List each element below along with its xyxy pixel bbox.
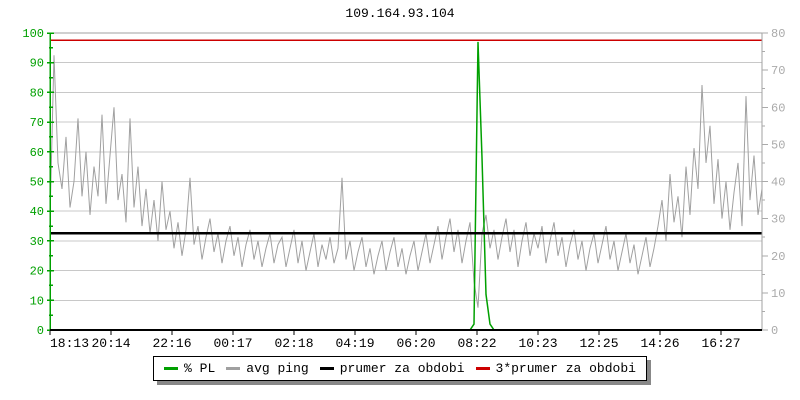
svg-text:00:17: 00:17 [213, 336, 252, 350]
svg-text:40: 40 [771, 176, 785, 190]
chart-canvas: 0 10 20 30 40 50 60 70 80 90 100 0 10 20 30 40 50 60 70 80 1… [22, 27, 785, 350]
svg-text:70: 70 [30, 116, 44, 130]
svg-text:12:25: 12:25 [579, 336, 618, 350]
svg-text:50: 50 [30, 176, 44, 190]
gridlines [50, 62, 762, 301]
svg-text:0: 0 [37, 324, 44, 338]
svg-text:10: 10 [30, 294, 44, 308]
legend-item-threshold: 3*prumer za obdobi [475, 361, 636, 376]
legend-item-pl: % PL [164, 361, 215, 376]
legend-label-average: prumer za obdobi [339, 361, 465, 376]
pl-line-swatch-icon [164, 367, 179, 370]
svg-text:20: 20 [30, 265, 44, 279]
legend-item-average: prumer za obdobi [319, 361, 465, 376]
legend-item-avg-ping: avg ping [226, 361, 309, 376]
svg-text:20: 20 [771, 250, 785, 264]
left-axis: 0 10 20 30 40 50 60 70 80 90 100 [22, 27, 54, 338]
svg-text:30: 30 [771, 213, 785, 227]
svg-text:40: 40 [30, 205, 44, 219]
legend-label-pl: % PL [184, 361, 216, 376]
average-line-swatch-icon [319, 367, 334, 370]
threshold-line-swatch-icon [475, 367, 490, 370]
svg-text:06:20: 06:20 [396, 336, 435, 350]
svg-text:02:18: 02:18 [274, 336, 313, 350]
svg-text:60: 60 [771, 101, 785, 115]
legend-label-avg-ping: avg ping [246, 361, 309, 376]
svg-text:70: 70 [771, 64, 785, 78]
svg-text:30: 30 [30, 235, 44, 249]
legend-box: % PL avg ping prumer za obdobi 3*prumer … [153, 356, 647, 381]
svg-text:08:22: 08:22 [457, 336, 496, 350]
svg-text:90: 90 [30, 57, 44, 71]
svg-text:100: 100 [22, 27, 44, 41]
avg-ping-line-swatch-icon [226, 367, 241, 370]
legend: % PL avg ping prumer za obdobi 3*prumer … [0, 356, 800, 381]
svg-text:22:16: 22:16 [152, 336, 191, 350]
svg-text:80: 80 [771, 27, 785, 41]
svg-text:10:23: 10:23 [518, 336, 557, 350]
svg-text:50: 50 [771, 138, 785, 152]
x-axis: 18:13 20:14 22:16 00:17 02:18 04:19 06:20 08:22… [49, 329, 762, 350]
svg-text:16:27: 16:27 [701, 336, 740, 350]
packet-loss-line [50, 41, 762, 331]
legend-label-threshold: 3*prumer za obdobi [495, 361, 636, 376]
avg-ping-line [49, 55, 763, 308]
svg-text:18:13: 18:13 [50, 336, 89, 350]
svg-text:14:26: 14:26 [640, 336, 679, 350]
svg-text:80: 80 [30, 86, 44, 100]
svg-text:60: 60 [30, 146, 44, 160]
svg-text:10: 10 [771, 287, 785, 301]
svg-text:0: 0 [771, 324, 778, 338]
svg-text:20:14: 20:14 [91, 336, 130, 350]
chart-title: 109.164.93.104 [345, 6, 455, 21]
right-axis: 0 10 20 30 40 50 60 70 80 [761, 27, 785, 338]
svg-text:04:19: 04:19 [335, 336, 374, 350]
